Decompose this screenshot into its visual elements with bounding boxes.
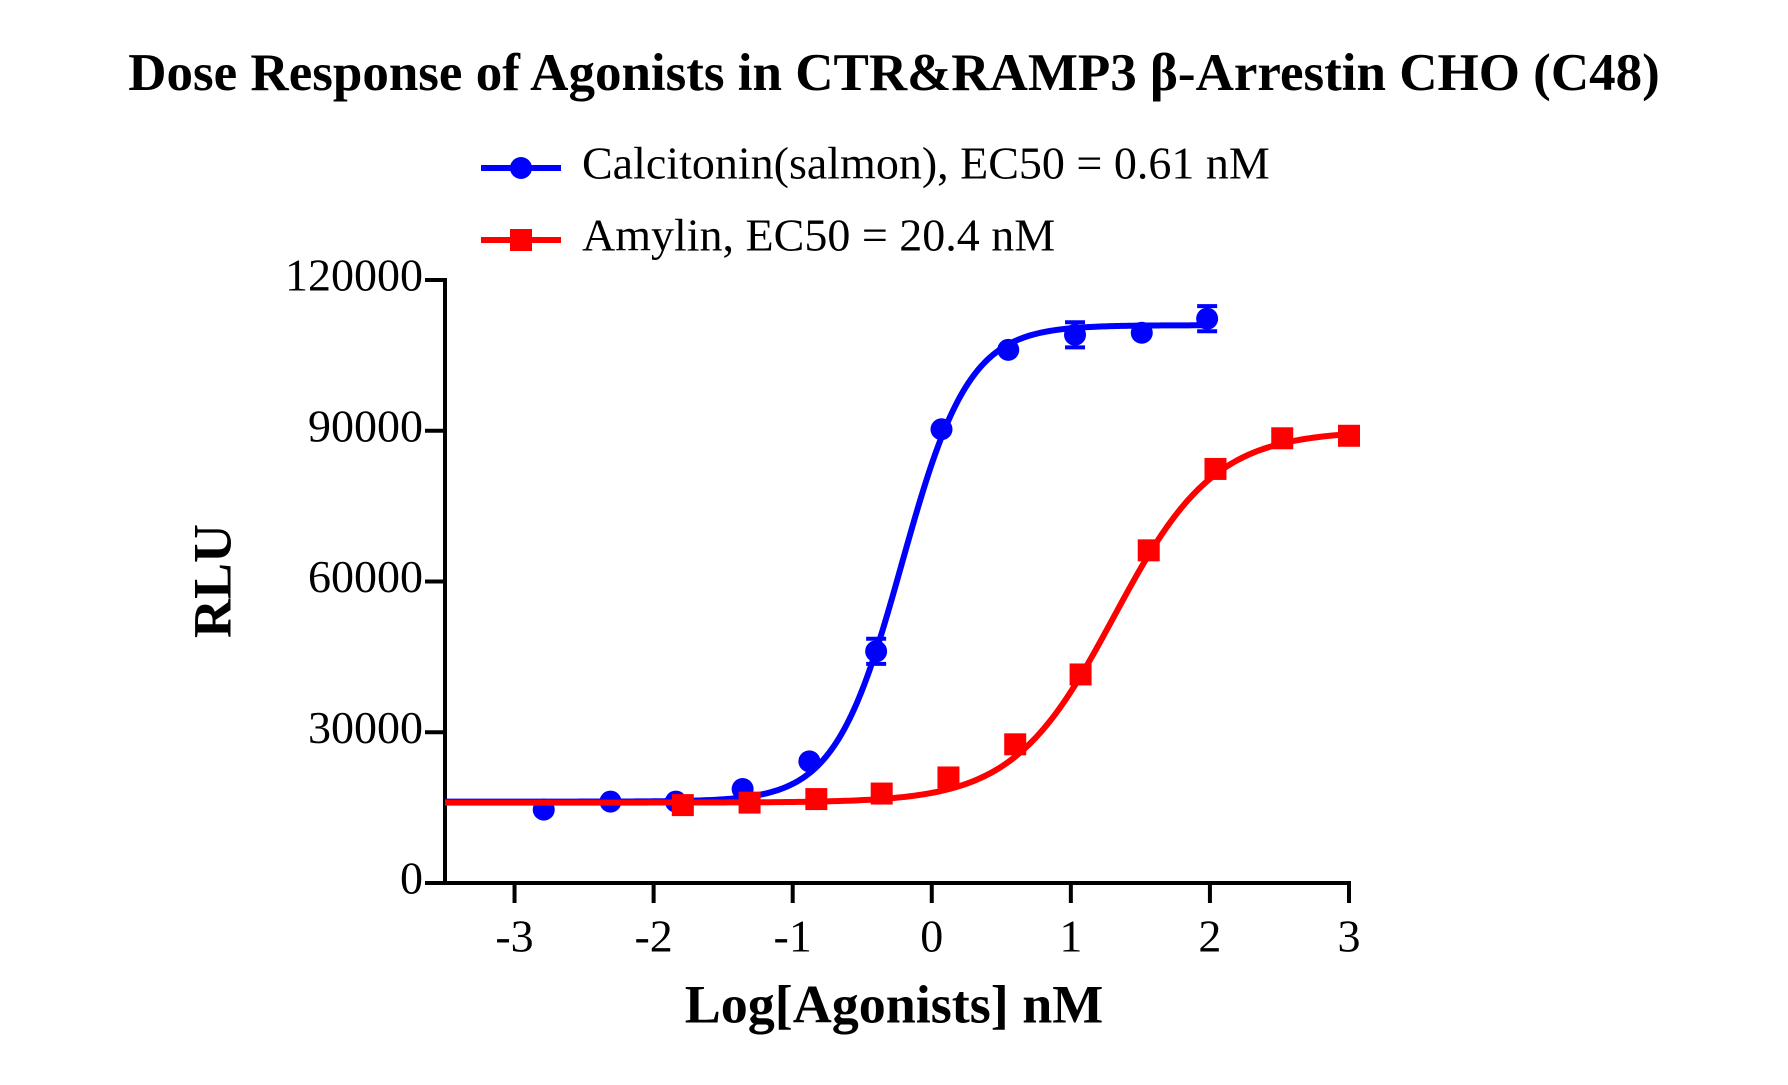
y-tick-label: 30000 [308, 702, 423, 753]
data-point [798, 750, 821, 773]
data-point [1338, 424, 1360, 447]
fit-curve [445, 322, 1208, 805]
x-tick-label: -2 [634, 911, 672, 962]
data-point [930, 418, 953, 441]
chart-title: Dose Response of Agonists in CTR&RAMP3 β… [128, 44, 1660, 102]
data-point [1196, 307, 1219, 330]
y-tick-label: 0 [400, 853, 423, 904]
y-axis-label: RLU [182, 524, 242, 638]
legend-marker [510, 229, 532, 251]
data-point [1004, 733, 1027, 756]
legend-marker [510, 157, 532, 179]
x-tick-label: -1 [774, 911, 812, 962]
fit-curve [445, 431, 1350, 806]
data-point [1069, 663, 1092, 686]
data-point [671, 794, 694, 817]
data-point [937, 766, 960, 789]
data-point [738, 791, 761, 814]
x-tick-label: 2 [1198, 911, 1221, 962]
legend-label: Amylin, EC50 = 20.4 nM [582, 210, 1055, 261]
data-point [1137, 539, 1160, 562]
data-point [870, 782, 893, 805]
y-tick-label: 120000 [285, 250, 423, 301]
data-point [997, 338, 1020, 361]
x-tick-label: 3 [1338, 911, 1361, 962]
y-tick-label: 60000 [308, 551, 423, 602]
y-tick-label: 90000 [308, 400, 423, 451]
data-point [865, 640, 888, 663]
legend-label: Calcitonin(salmon), EC50 = 0.61 nM [582, 138, 1270, 189]
data-point [1130, 321, 1153, 344]
x-tick-label: 1 [1059, 911, 1082, 962]
x-axis-label: Log[Agonists] nM [685, 974, 1104, 1034]
data-point [1271, 427, 1294, 450]
data-point [805, 788, 828, 811]
x-tick-label: 0 [920, 911, 943, 962]
data-point [1204, 457, 1227, 480]
x-tick-label: -3 [495, 911, 533, 962]
data-point [1064, 323, 1087, 346]
